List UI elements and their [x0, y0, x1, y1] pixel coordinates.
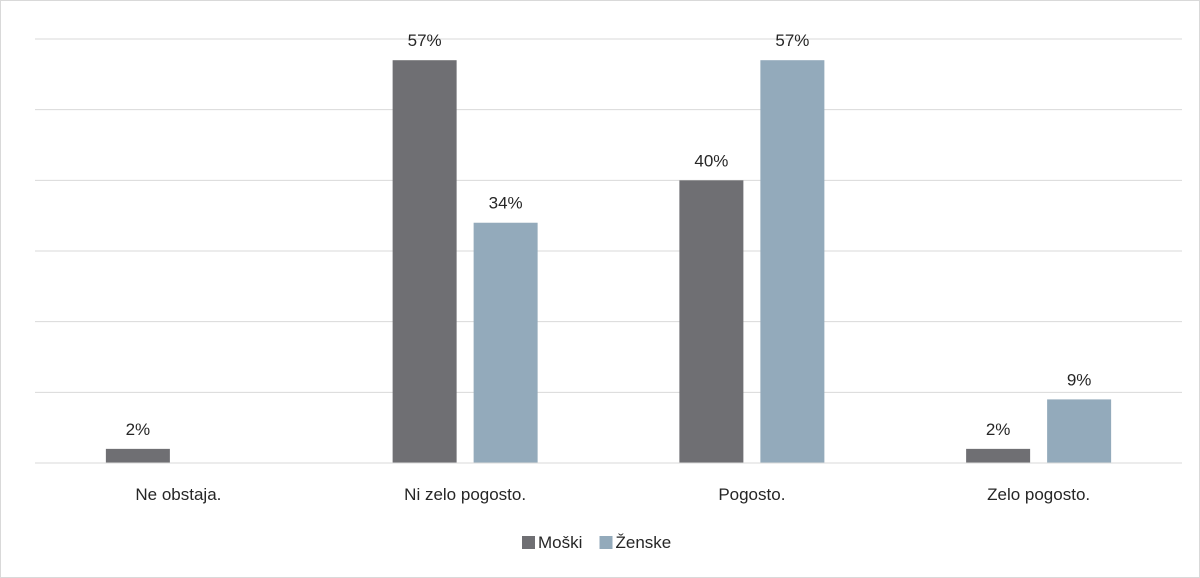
legend-swatch-1 — [599, 536, 613, 549]
legend-label-0: Moški — [538, 533, 582, 552]
data-label-0-2: 40% — [694, 151, 728, 170]
bar-0-3 — [966, 448, 1031, 463]
data-label-0-1: 57% — [408, 31, 442, 50]
bar-1-2 — [760, 60, 825, 463]
bar-1-1 — [473, 222, 538, 463]
legend-swatch-0 — [522, 536, 535, 549]
x-tick-label-2: Pogosto. — [718, 485, 785, 504]
data-labels: 2% 57% 34% 40% 57% 2% 9% — [126, 31, 1092, 439]
data-label-0-0: 2% — [126, 420, 151, 439]
gridlines — [35, 38, 1182, 393]
x-tick-label-0: Ne obstaja. — [135, 485, 221, 504]
legend-label-1: Ženske — [616, 533, 672, 552]
data-label-1-3: 9% — [1067, 370, 1092, 389]
bar-0-1 — [392, 60, 457, 463]
bar-0-0 — [105, 448, 170, 463]
data-label-0-3: 2% — [986, 420, 1011, 439]
bars — [105, 60, 1112, 464]
data-label-1-1: 34% — [489, 194, 523, 213]
x-tick-labels: Ne obstaja. Ni zelo pogosto. Pogosto. Zelo … — [135, 485, 1090, 504]
x-tick-label-1: Ni zelo pogosto. — [404, 485, 526, 504]
x-tick-label-3: Zelo pogosto. — [987, 485, 1090, 504]
data-label-1-2: 57% — [775, 31, 809, 50]
bar-0-2 — [679, 180, 744, 464]
bar-1-3 — [1047, 399, 1112, 463]
legend: Moški Ženske — [522, 533, 671, 552]
